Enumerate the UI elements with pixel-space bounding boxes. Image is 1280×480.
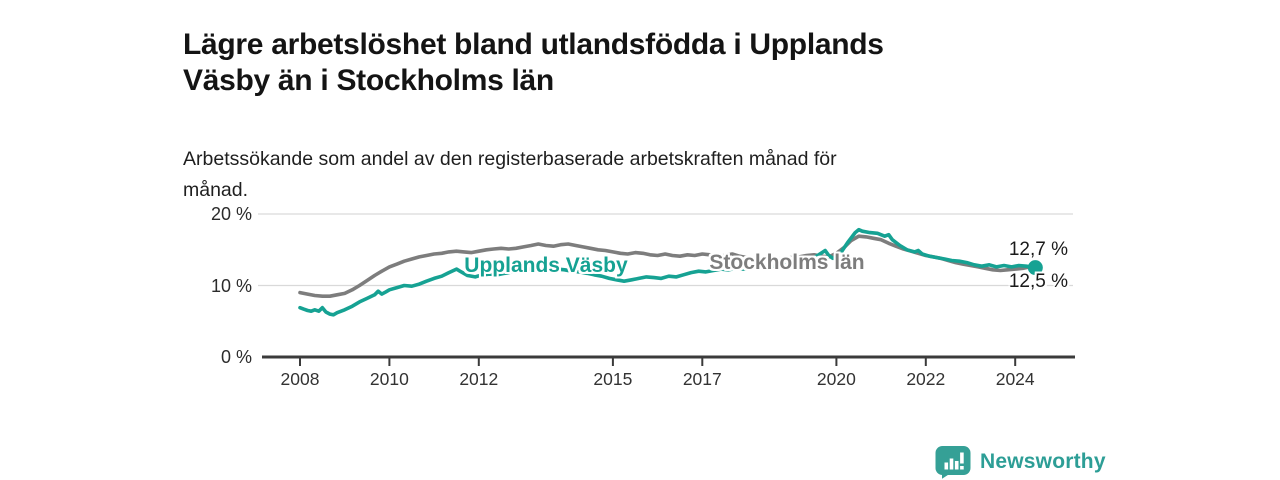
series-label-stockholms-lan: Stockholms län xyxy=(709,251,865,274)
end-value-label-stockholms-lan: 12,7 % xyxy=(1008,239,1068,260)
end-value-label-upplands-vasby: 12,5 % xyxy=(1008,271,1068,292)
x-tick-label: 2020 xyxy=(816,369,856,389)
page-title: Lägre arbetslöshet bland utlandsfödda i … xyxy=(183,27,1083,99)
subtitle-line-1: Arbetssökande som andel av den registerb… xyxy=(183,147,837,170)
x-tick-label: 2015 xyxy=(593,369,633,389)
chart-subtitle: Arbetssökande som andel av den registerb… xyxy=(183,144,1043,206)
x-tick-label: 2022 xyxy=(906,369,946,389)
series-end-dot xyxy=(1027,260,1043,276)
x-tick-label: 2008 xyxy=(280,369,320,389)
title-line-2: Väsby än i Stockholms län xyxy=(183,64,554,98)
y-tick-label: 20 % xyxy=(210,204,252,224)
series-label-upplands-vasby: Upplands Väsby xyxy=(464,254,628,277)
x-tick-label: 2012 xyxy=(459,369,499,389)
title-line-1: Lägre arbetslöshet bland utlandsfödda i … xyxy=(183,28,884,62)
y-tick-label: 10 % xyxy=(210,275,252,296)
x-tick-label: 2010 xyxy=(369,369,409,389)
newsworthy-logo-icon xyxy=(935,446,971,479)
newsworthy-logo-text: Newsworthy xyxy=(980,450,1106,473)
newsworthy-logo[interactable]: Newsworthy xyxy=(934,445,1106,479)
x-tick-label: 2024 xyxy=(995,369,1035,389)
series-line-upplands-v-sby xyxy=(298,227,1038,317)
x-tick-label: 2017 xyxy=(682,369,722,389)
y-tick-label: 0 % xyxy=(220,347,252,367)
subtitle-line-2: månad. xyxy=(183,178,249,201)
